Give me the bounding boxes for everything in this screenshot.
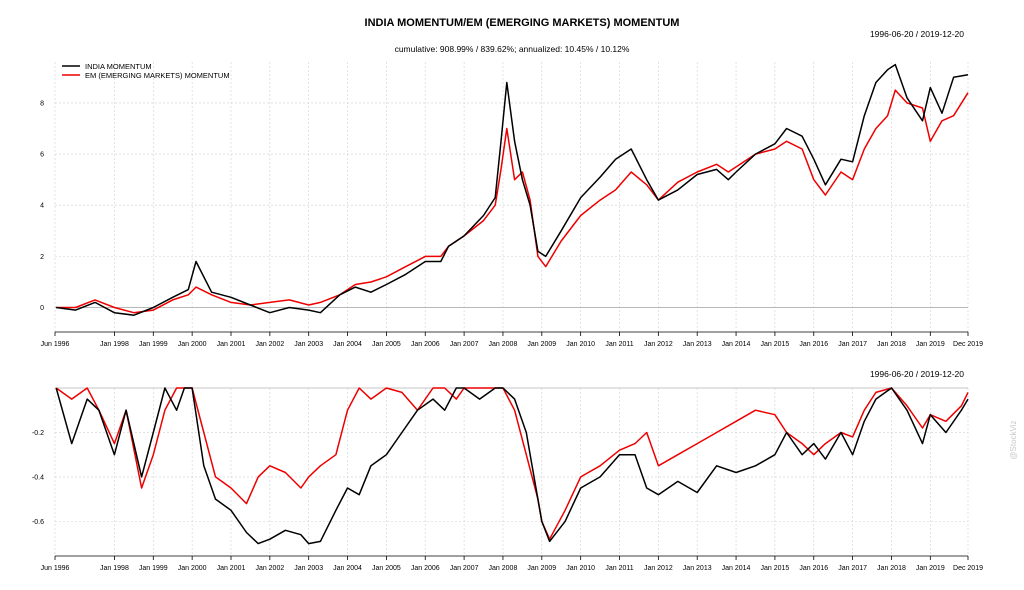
x-tick-label: Jan 2008 <box>489 341 518 348</box>
top-grid <box>54 62 969 332</box>
x-tick-label: Jan 2009 <box>527 565 556 572</box>
x-tick-label: Jan 2002 <box>255 341 284 348</box>
x-tick-label: Jan 2016 <box>799 565 828 572</box>
bottom-x-ticks: Jun 1996 Jan 1998 Jan 1999 Jan 2000 Jan 2001… <box>41 555 983 572</box>
top-y-ticks: 0 2 4 6 8 <box>40 100 44 312</box>
x-tick-label: Jan 2000 <box>178 565 207 572</box>
x-tick-label: Jan 2008 <box>489 565 518 572</box>
x-tick-label: Jan 2010 <box>566 565 595 572</box>
series-line-em <box>55 387 969 540</box>
x-tick-label: Jan 1999 <box>139 565 168 572</box>
x-tick-label: Jan 2019 <box>916 341 945 348</box>
x-tick-label: Jan 2017 <box>838 341 867 348</box>
x-tick-label: Jan 2004 <box>333 565 362 572</box>
y-tick-label: -0.6 <box>32 519 44 526</box>
x-tick-label: Jan 2003 <box>294 565 323 572</box>
top-series <box>56 63 969 316</box>
x-tick-label: Jun 1996 <box>41 565 70 572</box>
x-tick-label: Jan 2018 <box>877 341 906 348</box>
x-tick-label: Jan 2005 <box>372 565 401 572</box>
legend-label-india: INDIA MOMENTUM <box>85 62 152 71</box>
x-tick-label: Jan 2010 <box>566 341 595 348</box>
x-tick-label: Jan 2000 <box>178 341 207 348</box>
x-tick-label: Jan 2007 <box>450 341 479 348</box>
x-tick-label: Jan 2012 <box>644 565 673 572</box>
x-tick-label: Jan 2011 <box>605 565 633 572</box>
x-tick-label: Jan 2006 <box>411 565 440 572</box>
x-tick-label: Jan 2013 <box>683 565 712 572</box>
x-tick-label: Jan 2007 <box>450 565 479 572</box>
series-line-india <box>55 387 969 545</box>
x-tick-label: Dec 2019 <box>953 341 983 348</box>
x-tick-label: Jan 2017 <box>838 565 867 572</box>
x-tick-label: Jan 2003 <box>294 341 323 348</box>
y-tick-label: -0.2 <box>32 430 44 437</box>
x-tick-label: Jan 2006 <box>411 341 440 348</box>
x-tick-label: Jan 2009 <box>527 341 556 348</box>
legend: INDIA MOMENTUM EM (EMERGING MARKETS) MOM… <box>62 62 230 80</box>
x-tick-label: Jan 2016 <box>799 341 828 348</box>
y-tick-label: 4 <box>40 203 44 210</box>
bottom-series <box>55 387 969 545</box>
x-tick-label: Jan 2012 <box>644 341 673 348</box>
x-tick-label: Jan 2014 <box>722 565 751 572</box>
x-tick-label: Jan 2014 <box>722 341 751 348</box>
y-tick-label: 6 <box>40 152 44 159</box>
bottom-y-ticks: -0.2 -0.4 -0.6 <box>32 430 44 526</box>
x-tick-label: Jan 2019 <box>916 565 945 572</box>
chart-title: INDIA MOMENTUM/EM (EMERGING MARKETS) MOM… <box>365 17 680 29</box>
x-tick-label: Jan 2001 <box>217 341 246 348</box>
date-range-bottom: 1996-06-20 / 2019-12-20 <box>870 369 964 379</box>
top-x-ticks: Jun 1996 Jan 1998 Jan 1999 Jan 2000 Jan 2001… <box>41 331 983 348</box>
x-tick-label: Jan 2005 <box>372 341 401 348</box>
x-tick-label: Dec 2019 <box>953 565 983 572</box>
x-tick-label: Jan 2018 <box>877 565 906 572</box>
x-tick-label: Jan 2004 <box>333 341 362 348</box>
x-tick-label: Jan 2013 <box>683 341 712 348</box>
x-tick-label: Jan 2002 <box>255 565 284 572</box>
date-range-top: 1996-06-20 / 2019-12-20 <box>870 29 964 39</box>
x-tick-label: Jan 1998 <box>100 565 129 572</box>
y-tick-label: -0.4 <box>32 474 44 481</box>
x-tick-label: Jun 1996 <box>41 341 70 348</box>
x-tick-label: Jan 1998 <box>100 341 129 348</box>
bottom-grid <box>54 387 969 556</box>
legend-label-em: EM (EMERGING MARKETS) MOMENTUM <box>85 71 230 80</box>
y-tick-label: 0 <box>40 305 44 312</box>
y-tick-label: 8 <box>40 100 44 107</box>
x-tick-label: Jan 2001 <box>217 565 246 572</box>
x-tick-label: Jan 2011 <box>605 341 633 348</box>
series-line-india <box>56 63 969 316</box>
chart-subtitle: cumulative: 908.99% / 839.62%; annualize… <box>395 44 630 54</box>
y-tick-label: 2 <box>40 254 44 261</box>
x-tick-label: Jan 2015 <box>761 565 790 572</box>
x-tick-label: Jan 1999 <box>139 341 168 348</box>
x-tick-label: Jan 2015 <box>761 341 790 348</box>
watermark: @StockViz <box>1009 420 1018 459</box>
